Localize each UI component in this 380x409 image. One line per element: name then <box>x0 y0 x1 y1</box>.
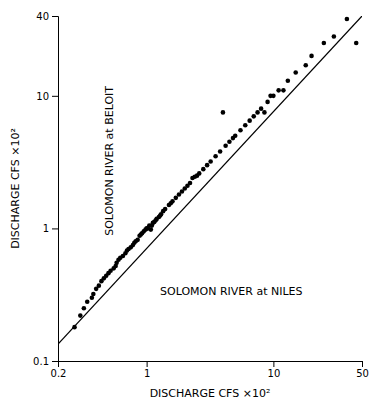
point <box>259 106 264 111</box>
y-tick-label: 10 <box>36 91 49 102</box>
y-tick-mark <box>52 16 58 17</box>
point <box>149 227 154 232</box>
point <box>309 54 314 59</box>
y-tick: 40 <box>36 11 58 22</box>
y-tick-mark <box>52 96 58 97</box>
y-tick-label: 0.1 <box>33 356 49 367</box>
y-axis-line <box>52 17 59 362</box>
point <box>265 100 270 105</box>
x-tick-mark <box>273 361 274 367</box>
point <box>303 63 308 68</box>
y-tick-label: 40 <box>36 11 49 22</box>
x-tick-label: 50 <box>356 368 369 379</box>
point <box>271 94 276 99</box>
point <box>82 306 87 311</box>
reference-line <box>58 16 362 351</box>
x-axis-line <box>59 362 363 368</box>
point <box>238 128 243 133</box>
x-tick-mark <box>362 361 363 367</box>
point <box>208 159 213 164</box>
point <box>354 41 359 46</box>
point <box>135 238 140 243</box>
point <box>276 88 281 93</box>
point <box>213 154 218 159</box>
point <box>227 140 232 145</box>
point <box>286 78 291 83</box>
x-tick-mark <box>147 361 148 367</box>
plot-area: 0.2 1 10 50 0.1 1 10 40 SOLOMON RIVER at NILES SO… <box>33 11 369 379</box>
point <box>197 171 202 176</box>
y-axis: 0.1 1 10 40 <box>33 11 58 367</box>
point <box>163 207 168 212</box>
x-tick-label: 10 <box>268 368 281 379</box>
chart: 0.2 1 10 50 0.1 1 10 40 SOLOMON RIVER at NILES SO… <box>0 0 380 409</box>
point <box>255 110 260 115</box>
point <box>223 143 228 148</box>
x-tick: 50 <box>356 361 369 379</box>
point <box>78 313 83 318</box>
point <box>201 167 206 172</box>
point <box>281 88 286 93</box>
point <box>97 283 102 288</box>
x-tick: 1 <box>144 361 150 379</box>
x-tick-label: 1 <box>144 368 150 379</box>
point <box>221 110 226 115</box>
y-tick: 10 <box>36 91 58 102</box>
marks <box>58 16 362 351</box>
point <box>170 199 175 204</box>
point <box>243 123 248 128</box>
x-tick: 0.2 <box>51 361 67 379</box>
point <box>322 41 327 46</box>
point <box>332 34 337 39</box>
point <box>233 133 238 138</box>
point <box>293 70 298 75</box>
point <box>205 163 210 168</box>
y-tick: 0.1 <box>33 356 58 367</box>
point <box>85 299 90 304</box>
x-axis-title: DISCHARGE CFS ×10² <box>150 387 271 400</box>
point <box>188 181 193 186</box>
y-tick-mark <box>52 361 58 362</box>
x-tick: 10 <box>268 361 281 379</box>
annotation: SOLOMON RIVER at NILES <box>160 285 303 298</box>
point <box>345 17 350 22</box>
point <box>251 114 256 119</box>
point <box>247 118 252 123</box>
x-axis: 0.2 1 10 50 <box>51 361 369 379</box>
y-axis-title: DISCHARGE CFS ×10² <box>9 128 22 249</box>
point <box>262 110 267 115</box>
annotation: SOLOMON RIVER at BELOIT <box>103 86 116 236</box>
x-tick-label: 0.2 <box>51 368 67 379</box>
y-tick-mark <box>52 228 58 229</box>
y-tick-label: 1 <box>43 223 49 234</box>
point <box>91 292 96 297</box>
point <box>218 149 223 154</box>
y-tick: 1 <box>43 223 58 234</box>
